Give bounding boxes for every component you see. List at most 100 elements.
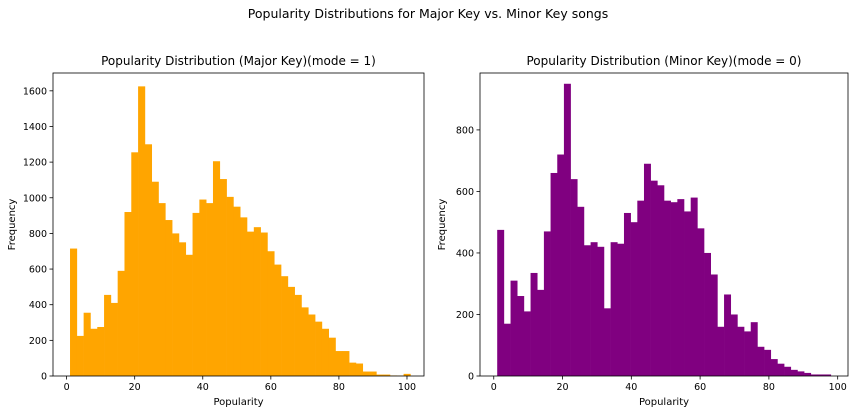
minor-bar-9 (557, 154, 565, 376)
major-bar-33 (294, 294, 302, 376)
major-bar-1 (76, 335, 84, 376)
major-bar-14 (165, 220, 173, 376)
major-bar-44 (369, 371, 377, 376)
major-y-tick-label-400: 400 (29, 300, 47, 311)
minor-axes-frame (479, 72, 849, 377)
minor-bar-34 (724, 294, 732, 376)
minor-y-tick-label-200: 200 (456, 310, 474, 321)
minor-bar-16 (603, 308, 611, 376)
major-bar-22 (219, 179, 227, 376)
minor-x-axis-label: Popularity (639, 397, 689, 408)
minor-x-tick-label-20: 20 (556, 382, 568, 393)
minor-bar-2 (510, 280, 518, 376)
major-bar-9 (131, 152, 139, 376)
major-bar-18 (192, 212, 200, 376)
minor-bar-33 (717, 326, 725, 376)
major-bar-32 (287, 286, 295, 376)
minor-y-axis-label: Frequency (437, 199, 448, 251)
minor-bar-25 (664, 200, 671, 376)
minor-bar-10 (563, 83, 571, 377)
minor-bar-1 (503, 323, 511, 376)
major-y-axis-label: Frequency (7, 199, 18, 251)
major-bar-40 (342, 351, 350, 376)
major-bar-31 (281, 276, 289, 376)
major-bar-37 (321, 328, 329, 376)
major-bar-42 (355, 363, 364, 376)
major-bar-4 (97, 326, 105, 376)
minor-bar-4 (523, 311, 531, 376)
chart-minor-key: 0 20 40 60 80 100 0 200 400 600 800 Popularity Dist… (437, 54, 849, 408)
major-y-tick-label-0: 0 (41, 372, 47, 383)
major-axes-frame (52, 72, 425, 377)
figure-title: Popularity Distributions for Major Key v… (248, 6, 608, 21)
minor-bar-15 (597, 246, 605, 376)
major-y-tick-label-600: 600 (29, 265, 47, 276)
minor-bar-8 (550, 172, 558, 376)
major-bar-28 (260, 232, 268, 376)
minor-bar-17 (610, 242, 618, 376)
minor-bar-38 (750, 322, 758, 376)
minor-bar-0 (497, 229, 505, 376)
major-y-tick-label-1000: 1000 (23, 193, 47, 204)
minor-bar-21 (637, 200, 645, 376)
minor-bar-3 (517, 296, 525, 376)
major-bar-43 (362, 371, 370, 376)
minor-bar-29 (690, 197, 698, 376)
minor-x-tick-label-0: 0 (491, 382, 497, 393)
minor-bar-23 (650, 180, 658, 376)
minor-x-tick-label-80: 80 (763, 382, 775, 393)
major-bar-13 (158, 203, 166, 376)
major-bar-34 (301, 307, 309, 376)
minor-bar-49 (824, 374, 832, 376)
major-y-tick-label-1600: 1600 (23, 86, 47, 97)
major-bar-23 (226, 196, 234, 376)
minor-bar-6 (537, 289, 545, 376)
minor-bar-13 (583, 245, 591, 376)
chart-major-key: 0 20 40 60 80 1000200400600800100012001400160… (7, 54, 425, 408)
major-bar-0 (70, 248, 78, 376)
major-bar-49 (403, 373, 411, 376)
minor-y-tick-label-800: 800 (456, 125, 474, 136)
major-bar-10 (138, 86, 146, 377)
major-bar-30 (274, 264, 282, 376)
minor-bar-24 (657, 185, 665, 376)
major-x-tick-label-40: 40 (197, 382, 209, 393)
minor-x-tick-label-100: 100 (829, 382, 847, 393)
minor-y-tick-label-0: 0 (468, 372, 474, 383)
minor-bar-22 (643, 163, 651, 376)
major-bar-24 (233, 206, 241, 376)
major-y-tick-label-800: 800 (29, 229, 47, 240)
major-bar-7 (117, 270, 125, 376)
major-bar-38 (328, 337, 336, 376)
minor-bar-11 (570, 179, 578, 376)
minor-bar-43 (784, 366, 792, 376)
minor-y-tick-label-600: 600 (456, 187, 474, 198)
major-bar-15 (172, 233, 180, 376)
major-bar-25 (240, 217, 248, 376)
major-bar-2 (83, 312, 91, 376)
major-bar-20 (206, 203, 214, 376)
major-bar-21 (212, 161, 221, 376)
minor-bar-39 (757, 346, 765, 376)
minor-bar-45 (797, 371, 805, 376)
minor-bar-7 (543, 231, 551, 376)
minor-bar-20 (630, 222, 638, 376)
minor-bar-28 (684, 211, 691, 376)
major-chart-title: Popularity Distribution (Major Key)(mode… (101, 54, 376, 68)
minor-bar-40 (764, 349, 772, 376)
minor-bar-37 (744, 331, 752, 376)
minor-bar-47 (810, 374, 818, 376)
minor-bar-41 (770, 359, 778, 376)
major-y-tick-label-200: 200 (29, 336, 47, 347)
minor-bar-48 (817, 374, 825, 376)
major-bar-6 (110, 302, 118, 376)
minor-bar-12 (577, 206, 585, 376)
minor-bar-26 (670, 202, 678, 376)
major-bar-8 (124, 212, 132, 376)
minor-bar-42 (777, 363, 785, 376)
minor-bar-31 (704, 252, 711, 376)
major-bar-17 (185, 254, 193, 376)
major-x-tick-label-100: 100 (398, 382, 416, 393)
major-bar-45 (376, 374, 384, 376)
